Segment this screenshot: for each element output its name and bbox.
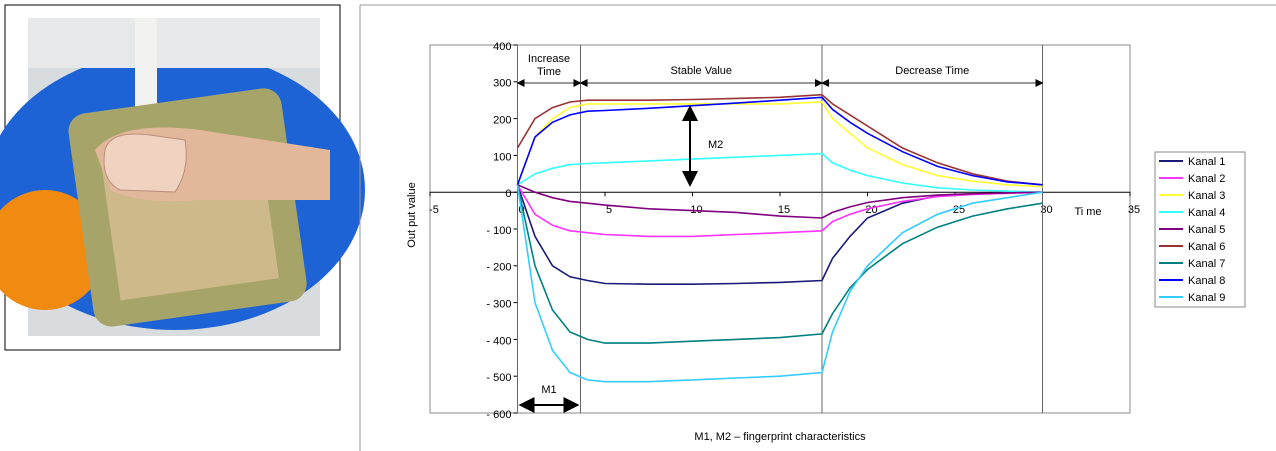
legend-label: Kanal 6 bbox=[1188, 241, 1225, 253]
page: {"chart_data": {"type": "line", "x_label… bbox=[0, 0, 1276, 451]
phase-label: Increase bbox=[528, 53, 570, 65]
phase-label: Stable Value bbox=[670, 65, 732, 77]
y-tick-label: 0 bbox=[505, 188, 511, 200]
y-tick-label: - 600 bbox=[486, 409, 511, 421]
legend-label: Kanal 2 bbox=[1188, 173, 1225, 185]
y-axis-label: Out put value bbox=[406, 182, 418, 247]
y-tick-label: 100 bbox=[493, 151, 511, 163]
legend-label: Kanal 1 bbox=[1188, 156, 1225, 168]
figure: Out put value M1, M2 – fingerprint chara… bbox=[0, 0, 1276, 451]
y-tick-label: - 200 bbox=[486, 262, 511, 274]
legend-label: Kanal 9 bbox=[1188, 292, 1225, 304]
y-tick-label: - 400 bbox=[486, 335, 511, 347]
legend-label: Kanal 4 bbox=[1188, 207, 1225, 219]
caption: M1, M2 – fingerprint characteristics bbox=[694, 431, 866, 443]
y-tick-label: 400 bbox=[493, 41, 511, 53]
legend-label: Kanal 7 bbox=[1188, 258, 1225, 270]
x-tick-label: -5 bbox=[429, 204, 439, 216]
phase-label: Decrease Time bbox=[895, 65, 969, 77]
legend-label: Kanal 5 bbox=[1188, 224, 1225, 236]
y-tick-label: 300 bbox=[493, 78, 511, 90]
y-tick-label: 200 bbox=[493, 115, 511, 127]
phase-label: Time bbox=[537, 66, 561, 78]
m1-label: M1 bbox=[541, 384, 556, 396]
photo bbox=[0, 5, 365, 350]
m2-label: M2 bbox=[708, 139, 723, 151]
x-tick-label: 15 bbox=[778, 204, 790, 216]
y-tick-label: - 300 bbox=[486, 299, 511, 311]
legend-label: Kanal 8 bbox=[1188, 275, 1225, 287]
x-axis-label: Ti me bbox=[1074, 206, 1101, 218]
plot: 400 300 200 100 0 - 100 - 200 - 300 - 400 - 500 - … bbox=[429, 41, 1245, 421]
x-tick-label: 35 bbox=[1128, 204, 1140, 216]
legend-label: Kanal 3 bbox=[1188, 190, 1225, 202]
y-tick-label: - 100 bbox=[486, 225, 511, 237]
y-tick-label: - 500 bbox=[486, 372, 511, 384]
series-line bbox=[518, 95, 1043, 185]
series-line bbox=[518, 185, 1043, 284]
